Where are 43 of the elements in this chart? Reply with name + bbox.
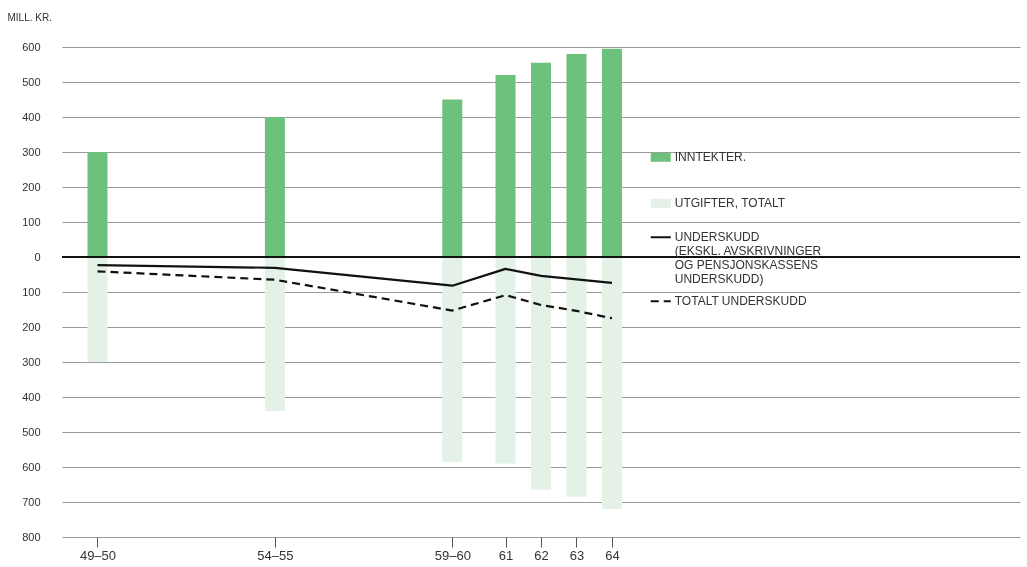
y-tick-label: 600	[22, 40, 41, 53]
y-tick-label: 300	[22, 355, 41, 368]
y-tick-label: 0	[34, 250, 41, 263]
line-series	[96, 263, 614, 287]
bar	[601, 48, 622, 257]
y-tick-label: 700	[22, 495, 41, 508]
x-tick-label: 54–55	[257, 547, 294, 563]
bar	[601, 257, 622, 509]
y-tick-label: 300	[22, 145, 41, 158]
line-series	[96, 270, 614, 320]
y-tick-label: 600	[22, 460, 41, 473]
bar	[566, 257, 587, 497]
x-tick-label: 63	[569, 547, 585, 563]
bar	[264, 257, 285, 411]
y-tick-label: 500	[22, 75, 41, 88]
bar	[87, 152, 108, 257]
legend-label: TOTALT UNDERSKUDD	[674, 294, 807, 309]
x-tick-label: 59–60	[434, 547, 471, 563]
x-tick-label: 62	[534, 547, 549, 563]
bar	[442, 257, 463, 462]
x-tick-label: 49–50	[79, 547, 117, 563]
y-tick-label: 400	[22, 110, 41, 123]
legend-label: UTGIFTER, TOTALT	[674, 196, 786, 211]
y-tick-label: 500	[22, 425, 41, 438]
bar	[566, 54, 587, 257]
bar	[495, 75, 516, 257]
y-axis-title: MILL. KR.	[7, 11, 52, 23]
bar	[87, 257, 108, 362]
bar	[531, 62, 551, 257]
legend-label: UNDERSKUDD (EKSKL. AVSKRIVNINGER OG PENSJONSKASSENS UNDERSKUDD)	[674, 230, 822, 287]
y-tick-label: 100	[22, 215, 41, 228]
y-tick-label: 400	[22, 390, 41, 403]
y-tick-label: 200	[22, 320, 41, 333]
bar	[442, 99, 463, 257]
y-tick-label: 800	[22, 530, 41, 543]
y-tick-label: 100	[22, 285, 41, 298]
y-tick-label: 200	[22, 180, 41, 193]
x-tick-label: 64	[605, 547, 620, 563]
bar	[264, 117, 285, 257]
bar	[531, 257, 551, 490]
bar	[495, 257, 516, 464]
x-tick-label: 61	[498, 547, 514, 563]
legend-label: INNTEKTER.	[674, 150, 747, 165]
